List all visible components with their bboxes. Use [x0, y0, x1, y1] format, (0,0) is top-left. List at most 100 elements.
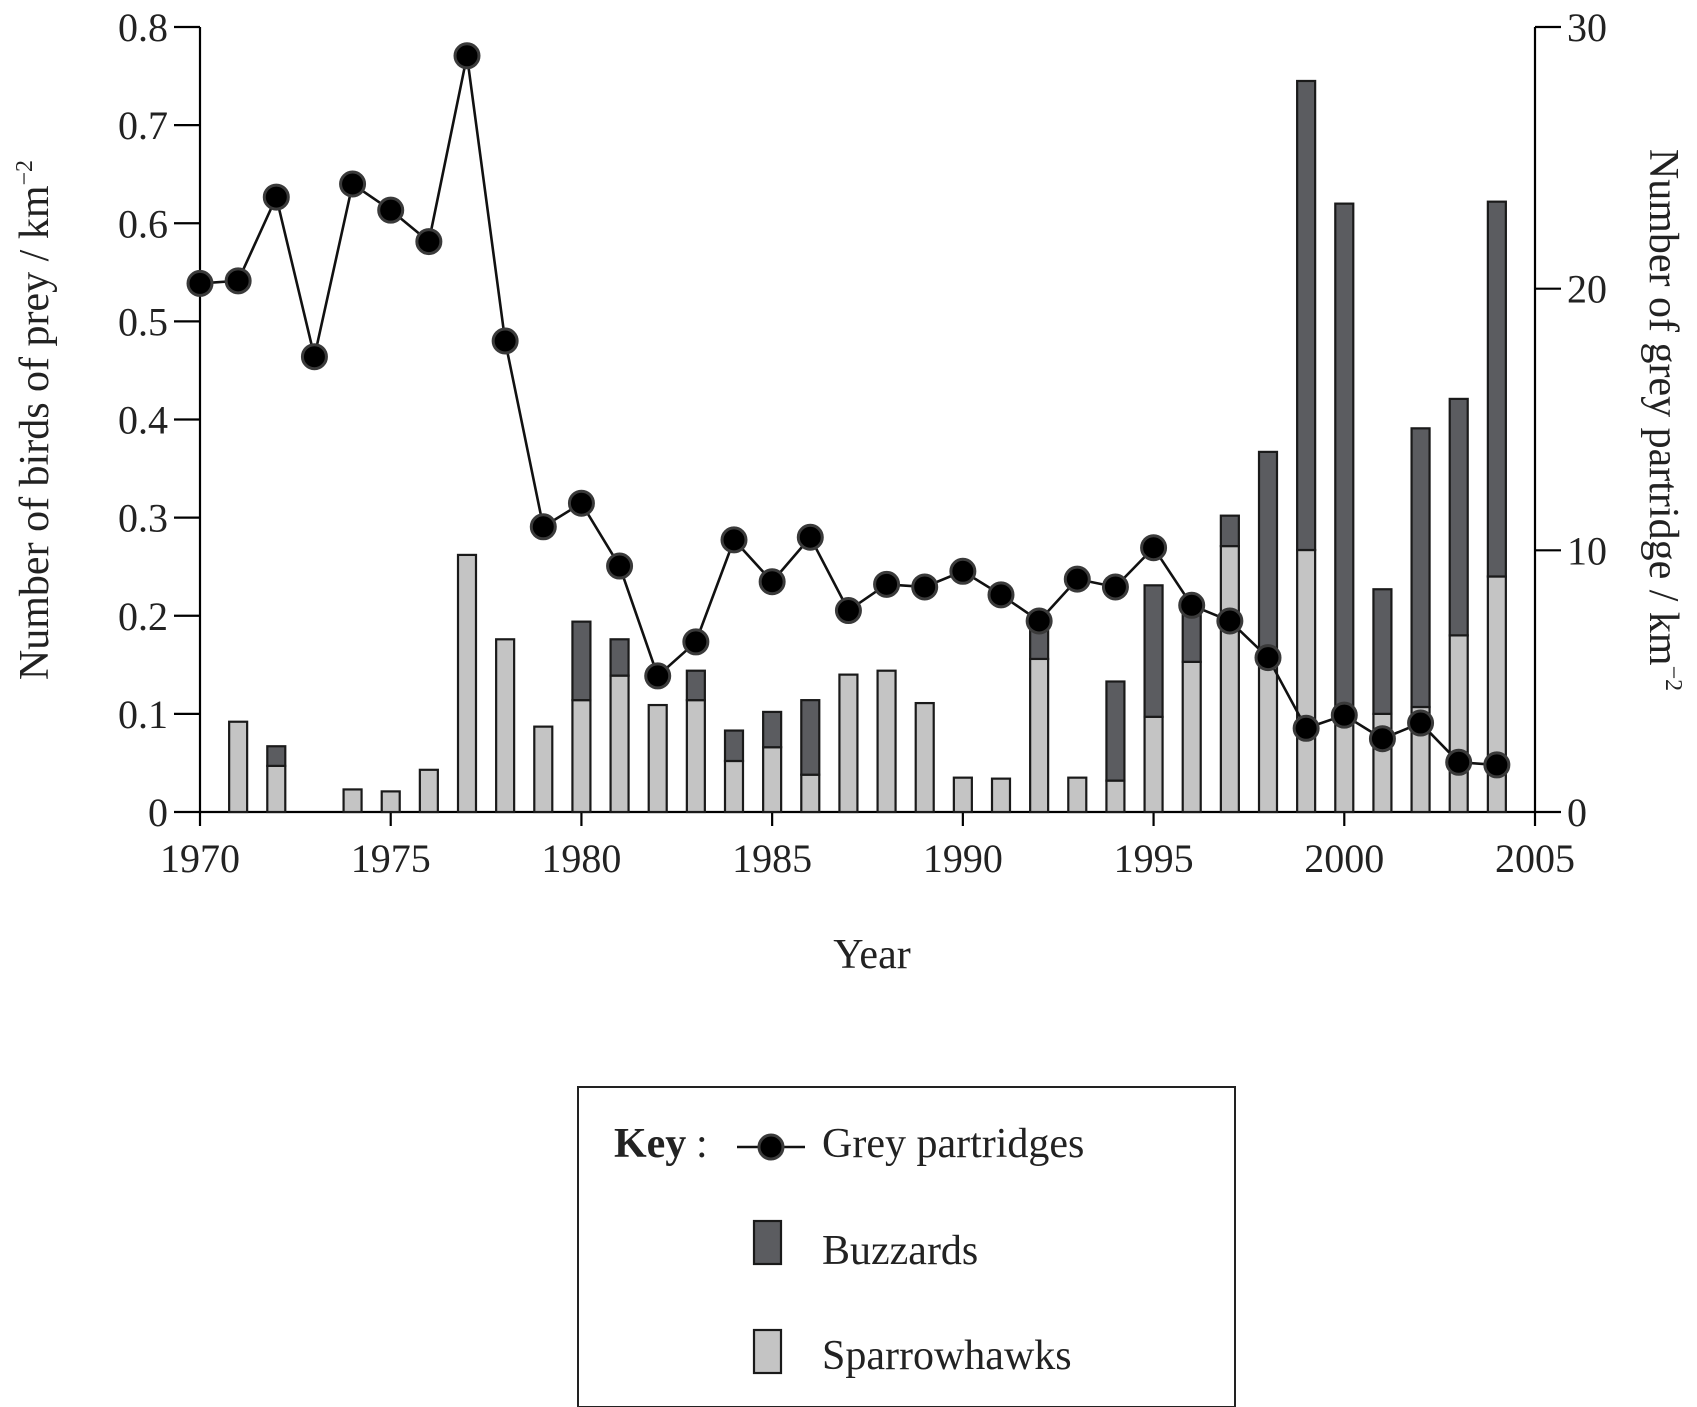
y-left-axis-title-sup: −2: [12, 160, 38, 186]
bar-sparrowhawk-1998: [1257, 662, 1279, 814]
partridge-point-1990: [949, 557, 977, 585]
axes: 1970 1975 1980 1985 1990 1995 2000 2005 0 0.1 0.2 0…: [118, 5, 1607, 881]
y-left-tick-label: 0.4: [118, 398, 168, 443]
partridge-point-2004: [1483, 751, 1511, 779]
partridge-point-1999: [1292, 714, 1320, 742]
partridge-point-1991: [987, 581, 1015, 609]
bar-buzzard-1985: [762, 710, 783, 749]
bar-sparrowhawk-1980: [571, 699, 592, 814]
x-tick-label: 1985: [732, 836, 812, 881]
y-right-axis-title-text: Number of grey partridge / km: [1640, 149, 1686, 666]
partridge-point-1993: [1063, 565, 1091, 593]
partridge-point-1988: [873, 570, 901, 598]
bar-buzzard-1972: [266, 745, 287, 767]
bar-buzzard-1995: [1143, 584, 1164, 718]
y-left-tick-label: 0.1: [118, 692, 168, 737]
partridge-series: [186, 42, 1511, 779]
x-tick-label: 1990: [923, 836, 1003, 881]
bar-sparrowhawk-1977: [456, 553, 478, 814]
y-right-tick-label: 30: [1567, 5, 1607, 50]
bar-sparrowhawk-1987: [838, 673, 859, 814]
y-left-tick-label: 0.2: [118, 594, 168, 639]
partridge-point-2003: [1445, 748, 1473, 776]
partridge-point-1983: [682, 628, 710, 656]
partridge-point-1997: [1216, 607, 1244, 635]
bar-buzzard-1999: [1296, 79, 1317, 552]
bar-sparrowhawk-1972: [266, 764, 287, 814]
bar-sparrowhawk-1993: [1067, 776, 1088, 814]
y-right-axis-title: Number of grey partridge / km−2: [1640, 149, 1686, 691]
partridge-point-1998: [1254, 644, 1282, 672]
bar-sparrowhawk-1979: [533, 725, 554, 814]
bar-sparrowhawk-1975: [380, 790, 401, 814]
bar-sparrowhawk-1989: [914, 701, 935, 814]
partridge-point-2000: [1330, 701, 1358, 729]
partridge-point-1981: [606, 552, 634, 580]
partridge-point-1989: [911, 573, 939, 601]
legend-item-grey-partridges: Grey partridges: [822, 1121, 1084, 1167]
partridge-point-1974: [339, 170, 367, 198]
legend-item-sparrowhawks: Sparrowhawks: [822, 1333, 1072, 1379]
x-tick-label: 1995: [1114, 836, 1194, 881]
partridge-point-1973: [300, 343, 328, 371]
partridge-point-2001: [1368, 725, 1396, 753]
partridge-point-1986: [796, 523, 824, 551]
partridge-point-1982: [644, 662, 672, 690]
partridge-point-1979: [529, 513, 557, 541]
x-tick-label: 1970: [160, 836, 240, 881]
y-left-tick-label: 0.5: [118, 299, 168, 344]
x-tick-label: 2005: [1495, 836, 1575, 881]
bar-sparrowhawk-1976: [418, 768, 439, 814]
bar-buzzard-1983: [685, 669, 706, 702]
partridge-point-1972: [262, 183, 290, 211]
bar-sparrowhawk-1988: [876, 669, 897, 814]
y-left-tick-label: 0.8: [118, 5, 168, 50]
partridge-point-2002: [1407, 709, 1435, 737]
y-left-tick-label: 0.3: [118, 496, 168, 541]
bar-sparrowhawk-1971: [228, 720, 249, 814]
bar-sparrowhawk-1992: [1029, 657, 1050, 814]
bar-sparrowhawk-1986: [800, 773, 821, 814]
partridge-point-1970: [186, 269, 214, 297]
bar-sparrowhawk-1996: [1181, 660, 1202, 814]
partridge-point-1975: [377, 196, 405, 224]
partridge-point-1971: [224, 267, 252, 295]
bar-sparrowhawk-1995: [1143, 715, 1164, 814]
bar-sparrowhawk-1982: [647, 703, 668, 814]
x-tick-label: 2000: [1304, 836, 1384, 881]
partridge-point-1987: [834, 597, 862, 625]
partridge-point-1977: [453, 42, 481, 70]
bar-sparrowhawk-1990: [952, 776, 973, 814]
y-left-tick-label: 0.6: [118, 201, 168, 246]
y-left-axis-title: Number of birds of prey / km−2: [12, 160, 58, 680]
y-right-tick-label: 20: [1567, 267, 1607, 312]
partridge-point-1984: [720, 526, 748, 554]
legend-sparrowhawk-swatch: [752, 1328, 783, 1375]
partridge-point-1994: [1101, 573, 1129, 601]
x-tick-label: 1980: [541, 836, 621, 881]
x-tick-label: 1975: [351, 836, 431, 881]
bar-buzzard-2003: [1448, 397, 1469, 637]
bar-sparrowhawk-1978: [495, 638, 516, 814]
partridge-point-1996: [1178, 591, 1206, 619]
bar-sparrowhawk-1974: [342, 788, 363, 814]
y-left-axis-title-text: Number of birds of prey / km: [12, 185, 58, 680]
x-axis-title: Year: [833, 932, 910, 978]
partridge-point-1980: [567, 489, 595, 517]
partridge-point-1992: [1025, 607, 1053, 635]
legend-buzzard-swatch: [752, 1219, 783, 1266]
bar-buzzard-1980: [571, 620, 592, 702]
bar-sparrowhawk-1994: [1105, 779, 1126, 814]
y-right-tick-label: 10: [1567, 528, 1607, 573]
partridge-point-1985: [758, 568, 786, 596]
partridge-point-1976: [415, 228, 443, 256]
bar-buzzard-1997: [1219, 514, 1240, 548]
bar-sparrowhawk-1981: [609, 674, 630, 814]
bar-sparrowhawk-1991: [990, 777, 1012, 814]
partridge-point-1978: [491, 327, 519, 355]
bar-buzzard-1986: [800, 699, 821, 776]
legend: Key : Grey partridges Buzzards Sparrowha…: [577, 1086, 1236, 1407]
bar-sparrowhawk-1999: [1296, 548, 1317, 814]
partridge-point-1995: [1140, 534, 1168, 562]
y-left-tick-label: 0: [148, 790, 168, 835]
